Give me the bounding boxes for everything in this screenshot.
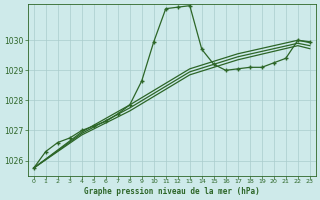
X-axis label: Graphe pression niveau de la mer (hPa): Graphe pression niveau de la mer (hPa) xyxy=(84,187,260,196)
